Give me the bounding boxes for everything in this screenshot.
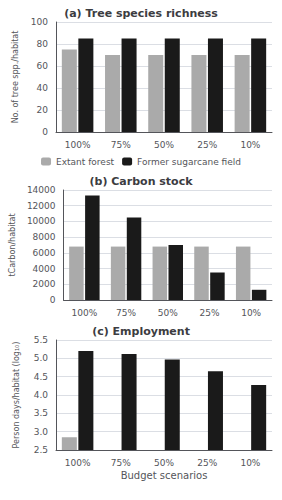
- svg-text:20: 20: [37, 105, 49, 115]
- svg-text:12000: 12000: [27, 201, 56, 211]
- svg-text:4.0: 4.0: [34, 390, 49, 400]
- svg-text:10%: 10%: [240, 458, 260, 468]
- svg-text:14000: 14000: [27, 185, 56, 195]
- svg-text:25%: 25%: [199, 308, 219, 318]
- svg-text:2000: 2000: [33, 279, 56, 289]
- svg-text:80: 80: [37, 39, 49, 49]
- svg-text:25%: 25%: [197, 140, 217, 150]
- svg-text:50%: 50%: [154, 140, 174, 150]
- svg-text:4.5: 4.5: [34, 372, 48, 382]
- svg-text:10000: 10000: [27, 216, 56, 226]
- svg-text:10%: 10%: [241, 308, 261, 318]
- svg-text:Former sugarcane field: Former sugarcane field: [137, 157, 241, 167]
- svg-text:4000: 4000: [33, 264, 56, 274]
- svg-text:100: 100: [31, 17, 48, 27]
- svg-text:50%: 50%: [154, 458, 174, 468]
- svg-text:No. of tree spp./habitat: No. of tree spp./habitat: [11, 31, 20, 124]
- svg-text:0: 0: [42, 127, 48, 137]
- svg-text:75%: 75%: [116, 308, 136, 318]
- svg-text:60: 60: [37, 61, 49, 71]
- svg-text:(c) Employment: (c) Employment: [92, 325, 190, 338]
- svg-text:5.5: 5.5: [34, 335, 48, 345]
- svg-text:40: 40: [37, 83, 49, 93]
- svg-text:tCarbon/habitat: tCarbon/habitat: [8, 213, 17, 276]
- svg-text:10%: 10%: [240, 140, 260, 150]
- svg-text:(a) Tree species richness: (a) Tree species richness: [64, 7, 218, 20]
- svg-text:0: 0: [50, 295, 56, 305]
- svg-text:100%: 100%: [72, 308, 98, 318]
- svg-text:50%: 50%: [158, 308, 178, 318]
- svg-text:3.0: 3.0: [34, 427, 49, 437]
- svg-text:100%: 100%: [65, 458, 91, 468]
- svg-text:75%: 75%: [111, 458, 131, 468]
- svg-text:(b) Carbon stock: (b) Carbon stock: [90, 175, 194, 188]
- svg-text:Budget scenarios: Budget scenarios: [121, 470, 208, 481]
- svg-text:75%: 75%: [111, 140, 131, 150]
- svg-text:Person days/habitat (log₁₀): Person days/habitat (log₁₀): [12, 342, 21, 449]
- svg-text:5.0: 5.0: [34, 353, 49, 363]
- svg-text:8000: 8000: [33, 232, 56, 242]
- svg-text:Extant forest: Extant forest: [56, 157, 115, 167]
- svg-text:25%: 25%: [197, 458, 217, 468]
- svg-text:3.5: 3.5: [34, 408, 48, 418]
- svg-text:6000: 6000: [33, 248, 56, 258]
- svg-text:100%: 100%: [65, 140, 91, 150]
- svg-text:2.5: 2.5: [34, 445, 48, 455]
